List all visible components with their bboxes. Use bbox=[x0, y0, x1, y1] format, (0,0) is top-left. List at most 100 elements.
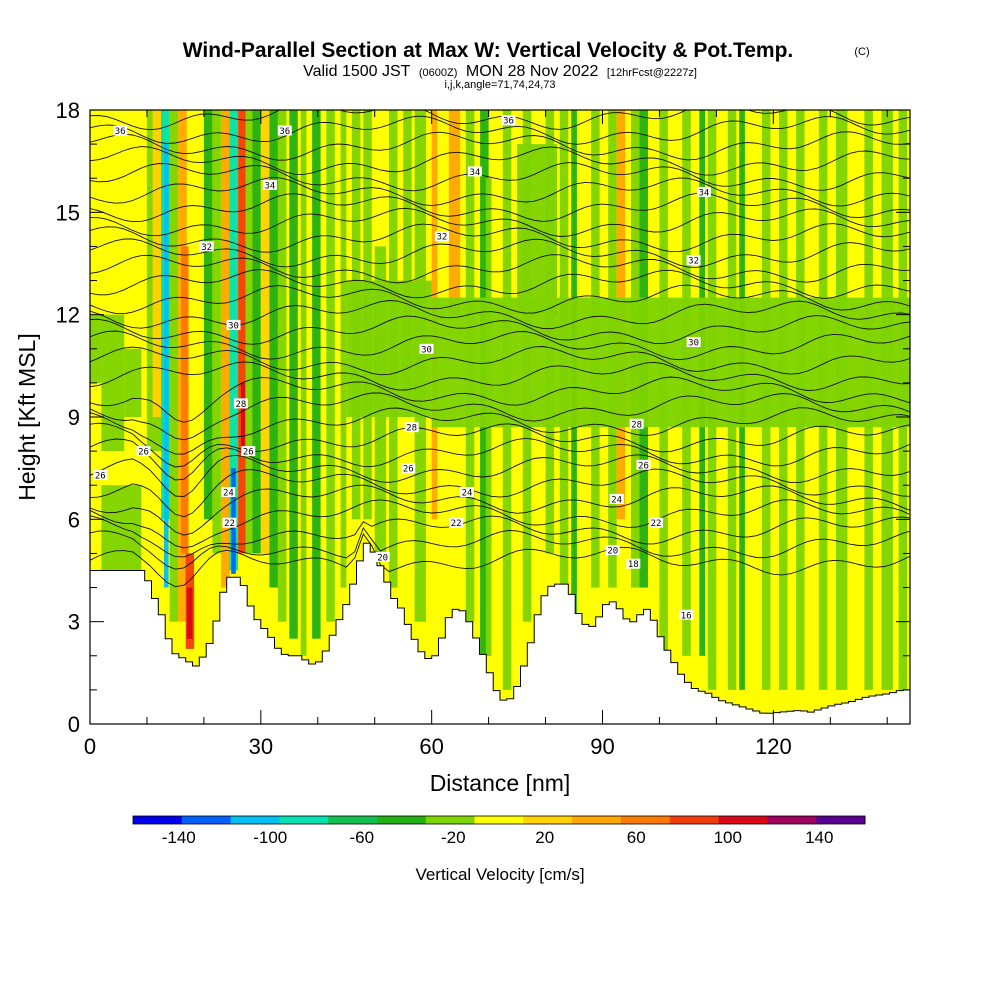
y-tick-label: 18 bbox=[56, 98, 80, 123]
velocity-cell bbox=[340, 110, 347, 588]
velocity-cell bbox=[212, 110, 221, 554]
theta-contour bbox=[90, 515, 910, 558]
colorbar-tick-label: -140 bbox=[162, 828, 196, 847]
colorbar-swatch bbox=[377, 816, 427, 824]
colorbar-swatch bbox=[230, 816, 280, 824]
velocity-cell bbox=[169, 110, 179, 622]
contour-label-bg bbox=[626, 558, 641, 569]
contour-label-bg bbox=[262, 180, 277, 190]
velocity-cell bbox=[221, 110, 230, 588]
contour-label-bg bbox=[679, 609, 694, 620]
contour-label: 22 bbox=[451, 519, 462, 529]
colorbar-swatch bbox=[718, 816, 768, 824]
contour-label: 32 bbox=[688, 257, 699, 267]
terrain-mask bbox=[90, 542, 910, 724]
contour-label-bg bbox=[649, 517, 663, 528]
x-axis: 0 30 60 90 120 bbox=[84, 110, 888, 759]
contour-label-bg bbox=[419, 343, 434, 354]
theta-contour bbox=[90, 315, 910, 345]
contour-label: 22 bbox=[224, 519, 235, 529]
velocity-cell bbox=[269, 110, 278, 588]
valid-date: MON 28 Nov 2022 bbox=[466, 63, 599, 80]
contour-label-bg bbox=[233, 398, 248, 409]
forecast-info: [12hrFcst@2227z] bbox=[607, 67, 697, 79]
contour-label: 30 bbox=[228, 321, 239, 331]
contour-label: 28 bbox=[631, 420, 642, 430]
contour-label-bg bbox=[401, 463, 416, 474]
colorbar-tick-label: -60 bbox=[349, 828, 374, 847]
colorbar-tick-label: 100 bbox=[714, 828, 742, 847]
y-tick-label: 9 bbox=[68, 405, 80, 430]
colorbar-tick-label: 20 bbox=[535, 828, 554, 847]
contour-label: 34 bbox=[469, 168, 480, 178]
valid-time-line: Valid 1500 JST (0600Z) MON 28 Nov 2022 [… bbox=[303, 63, 697, 80]
x-tick-label: 90 bbox=[590, 734, 614, 759]
contour-label-bg bbox=[460, 487, 474, 497]
colorbar-title: Vertical Velocity [cm/s] bbox=[415, 865, 584, 884]
velocity-cell bbox=[124, 348, 142, 417]
y-tick-label: 3 bbox=[68, 610, 80, 635]
velocity-cell bbox=[181, 246, 189, 554]
colorbar-swatch bbox=[621, 816, 671, 824]
contour-label: 30 bbox=[688, 339, 699, 349]
x-axis-label: Distance [nm] bbox=[430, 770, 571, 796]
theta-contour bbox=[90, 162, 910, 192]
theta-contour bbox=[90, 238, 910, 268]
theta-contour bbox=[90, 223, 910, 253]
contour-label-bg bbox=[696, 186, 711, 197]
y-tick-label: 6 bbox=[68, 507, 80, 532]
contour-label-bg bbox=[609, 493, 624, 504]
colorbar-tick-label: 60 bbox=[627, 828, 646, 847]
contour-label: 32 bbox=[436, 233, 447, 243]
contour-label: 28 bbox=[235, 400, 246, 410]
colorbar-swatch bbox=[425, 816, 476, 824]
contour-label-bg bbox=[93, 470, 108, 480]
contour-label: 24 bbox=[223, 489, 234, 499]
theta-contour bbox=[90, 526, 910, 570]
velocity-cell bbox=[245, 110, 253, 554]
contour-label: 30 bbox=[421, 345, 432, 355]
contour-label-bg bbox=[629, 418, 644, 429]
theta-contour bbox=[90, 177, 910, 207]
contour-label: 34 bbox=[264, 182, 275, 192]
theta-contour bbox=[90, 407, 910, 455]
velocity-cell bbox=[260, 110, 270, 554]
contour-label-bg bbox=[434, 231, 449, 242]
contour-label-bg bbox=[686, 255, 701, 266]
colorbar-swatch bbox=[328, 816, 378, 824]
contour-labels: 36 36 36 34 34 34 32 32 32 30 30 30 28 28 28 26 26 26 26 26… bbox=[93, 115, 711, 621]
valid-prefix: Valid 1500 JST bbox=[303, 63, 411, 80]
theta-contour bbox=[90, 484, 910, 536]
contour-label: 20 bbox=[377, 553, 388, 563]
velocity-cell bbox=[238, 110, 246, 554]
velocity-cell bbox=[277, 110, 287, 622]
theta-contour bbox=[90, 284, 910, 315]
theta-contour bbox=[90, 131, 910, 161]
theta-contour bbox=[90, 454, 910, 498]
theta-contour bbox=[90, 115, 910, 145]
contour-label-bg bbox=[222, 517, 237, 528]
contour-label: 26 bbox=[243, 448, 254, 458]
contour-label-bg bbox=[277, 125, 292, 136]
contour-label: 28 bbox=[406, 424, 417, 434]
contour-label: 36 bbox=[279, 127, 290, 137]
colorbar: -140 -100 -60 -20 20 60 100 140 bbox=[132, 815, 866, 847]
theta-contour bbox=[90, 499, 910, 549]
valid-utc: (0600Z) bbox=[419, 67, 458, 79]
contour-label-bg bbox=[636, 459, 651, 470]
contour-label-bg bbox=[449, 517, 464, 528]
y-tick-label: 12 bbox=[56, 303, 80, 328]
colorbar-tick-label: -100 bbox=[253, 828, 287, 847]
theta-contour bbox=[90, 376, 910, 423]
velocity-cell bbox=[152, 110, 162, 417]
contour-label: 16 bbox=[681, 611, 692, 621]
contour-label-bg bbox=[686, 337, 701, 347]
colorbar-swatch bbox=[816, 816, 866, 824]
y-tick-label: 0 bbox=[68, 712, 80, 737]
velocity-cell bbox=[289, 110, 298, 639]
contour-label: 34 bbox=[698, 188, 709, 198]
contour-label: 26 bbox=[95, 472, 106, 482]
contour-label: 26 bbox=[403, 465, 414, 475]
